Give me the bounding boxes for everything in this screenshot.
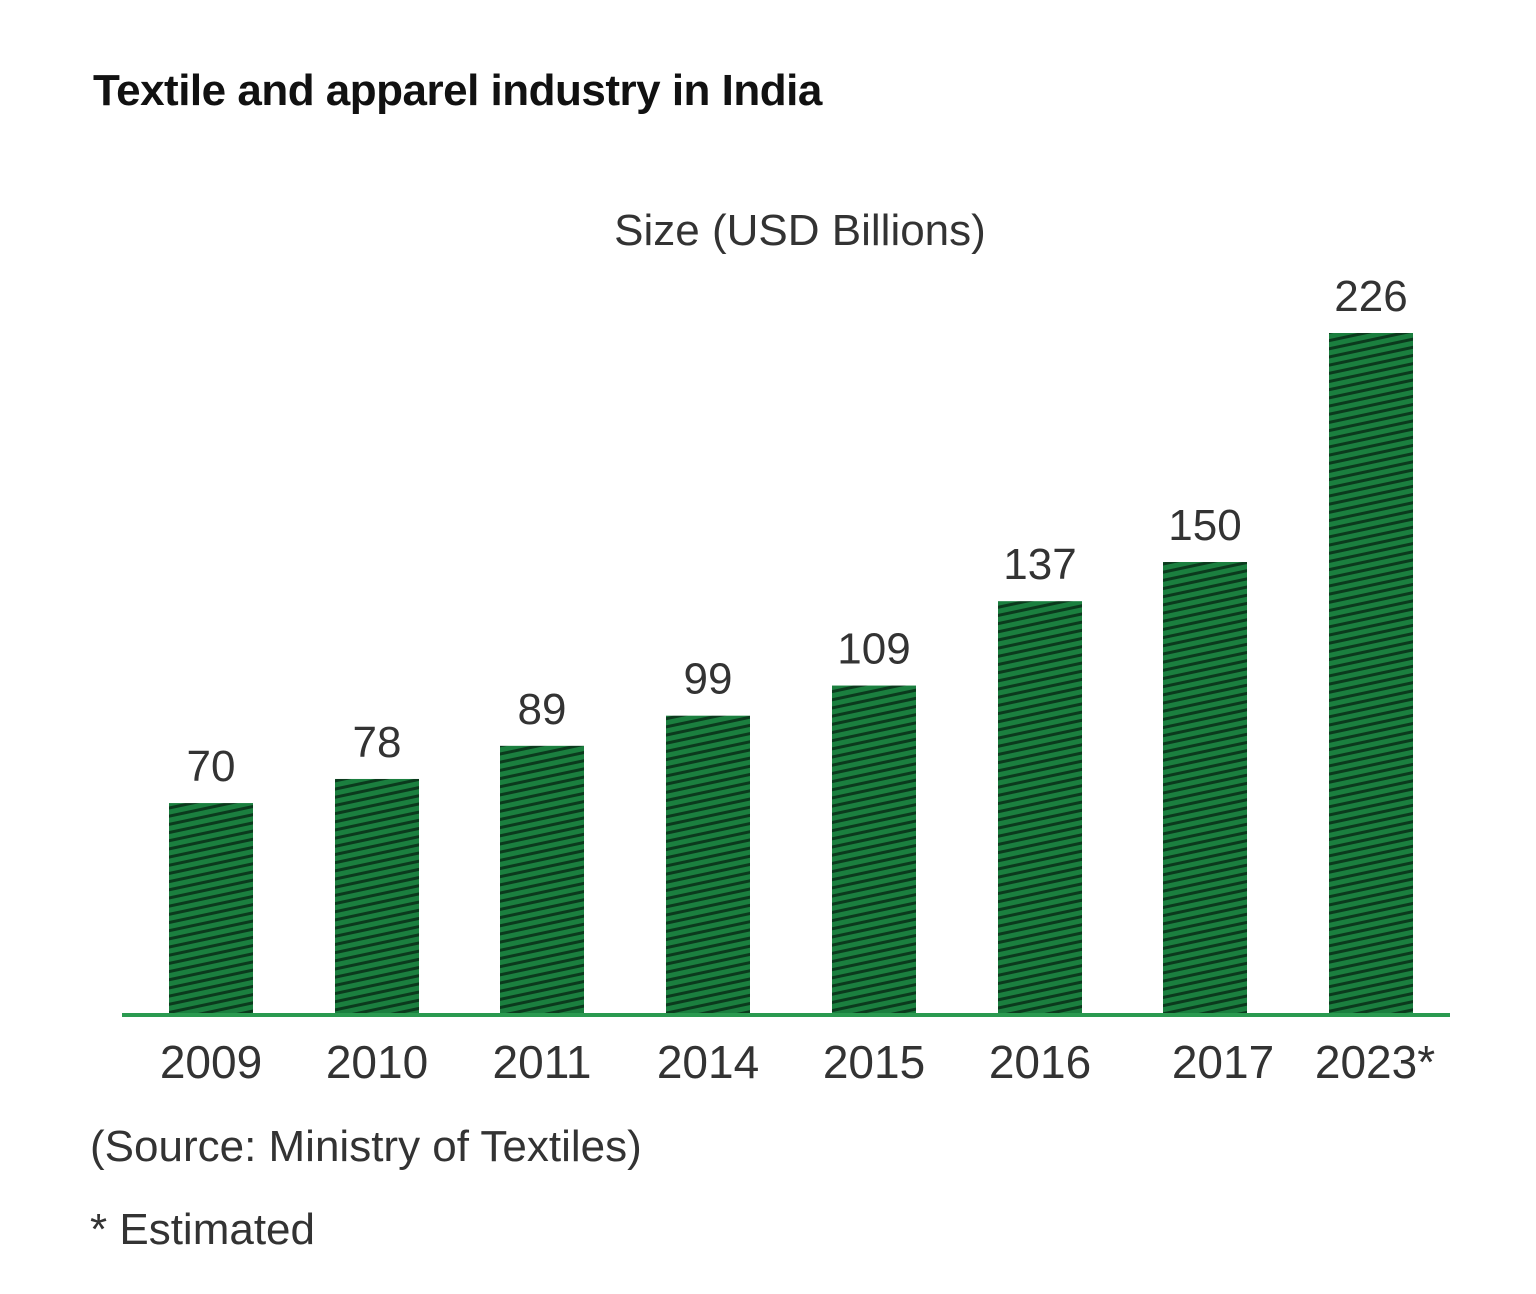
data-label: 226 — [1334, 272, 1407, 321]
x-tick-label: 2009 — [160, 1036, 262, 1088]
x-tick-label: 2011 — [493, 1036, 592, 1088]
data-label: 109 — [837, 625, 910, 674]
x-tick-label: 2023* — [1315, 1036, 1435, 1088]
x-tick-label: 2014 — [657, 1036, 759, 1088]
footnote: * Estimated — [90, 1205, 315, 1254]
bar-2015 — [832, 685, 916, 1014]
bar-2009 — [169, 803, 253, 1014]
bar-2014 — [666, 715, 750, 1014]
x-tick-label: 2016 — [989, 1036, 1091, 1088]
data-label: 137 — [1003, 540, 1076, 589]
bar-2023 — [1329, 333, 1413, 1014]
source-note: (Source: Ministry of Textiles) — [90, 1122, 642, 1171]
data-label: 70 — [187, 742, 236, 791]
data-label: 78 — [353, 718, 402, 767]
x-tick-label: 2010 — [326, 1036, 428, 1088]
x-tick-label: 2017 — [1172, 1036, 1274, 1088]
x-tick-label: 2015 — [823, 1036, 925, 1088]
bar-2011 — [500, 745, 584, 1014]
chart-title: Textile and apparel industry in India — [93, 66, 822, 115]
bar-2016 — [998, 601, 1082, 1014]
bar-2017 — [1163, 562, 1247, 1014]
chart-subtitle: Size (USD Billions) — [614, 206, 986, 255]
data-label: 89 — [518, 685, 567, 734]
data-label: 150 — [1168, 501, 1241, 550]
bar-2010 — [335, 778, 419, 1014]
data-label: 99 — [684, 655, 733, 704]
